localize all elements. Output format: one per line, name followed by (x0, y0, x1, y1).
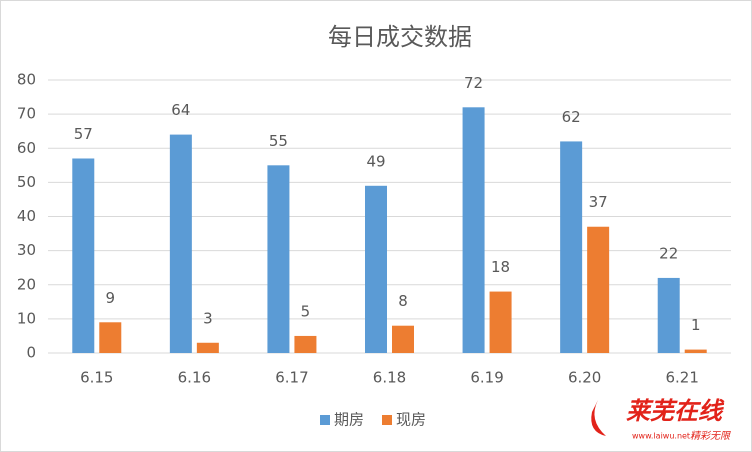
legend-swatch (320, 415, 330, 425)
watermark-slogan: 精彩无限 (690, 430, 731, 442)
value-label: 64 (171, 101, 190, 119)
y-tick-label: 20 (17, 275, 36, 293)
bar (267, 165, 290, 353)
value-label: 8 (398, 292, 408, 310)
value-label: 9 (106, 289, 116, 307)
bar (294, 335, 317, 353)
value-label: 37 (589, 193, 608, 211)
bar (392, 325, 414, 353)
y-tick-label: 40 (17, 207, 36, 225)
value-label: 72 (464, 74, 483, 92)
watermark-brand: 莱芜在线 (626, 397, 725, 425)
bar (560, 141, 583, 353)
x-tick-label: 6.19 (470, 369, 503, 387)
x-tick-label: 6.21 (666, 369, 699, 387)
y-tick-label: 70 (17, 105, 36, 123)
value-label: 49 (366, 152, 385, 170)
y-tick-label: 50 (17, 173, 36, 191)
bar (72, 158, 95, 353)
y-tick-label: 30 (17, 241, 36, 259)
bar (365, 185, 387, 353)
value-label: 62 (562, 108, 581, 126)
bar (169, 134, 192, 353)
bar (684, 349, 707, 353)
value-label: 1 (691, 316, 701, 334)
y-tick-label: 10 (17, 309, 36, 327)
value-label: 22 (659, 244, 678, 262)
value-label: 3 (203, 309, 213, 327)
watermark-url: www.laiwu.net (632, 432, 690, 441)
x-tick-label: 6.18 (373, 369, 406, 387)
chart-title: 每日成交数据 (328, 23, 472, 51)
legend-label: 期房 (334, 411, 364, 429)
bar (489, 291, 512, 353)
y-tick-label: 60 (17, 139, 36, 157)
bar (657, 277, 680, 353)
watermark: 莱芜在线 www.laiwu.net 精彩无限 (591, 397, 731, 442)
value-label: 18 (491, 258, 510, 276)
x-tick-label: 6.16 (178, 369, 211, 387)
x-tick-label: 6.17 (275, 369, 308, 387)
value-label: 57 (74, 125, 93, 143)
bar (587, 226, 610, 353)
bar (99, 322, 122, 353)
value-label: 55 (269, 132, 288, 150)
bar (462, 107, 485, 353)
bar (196, 342, 219, 353)
y-tick-label: 80 (17, 71, 36, 89)
x-tick-label: 6.15 (80, 369, 113, 387)
y-tick-label: 0 (26, 344, 36, 362)
x-tick-label: 6.20 (568, 369, 601, 387)
watermark-logo (591, 400, 606, 436)
legend-swatch (382, 415, 392, 425)
value-label: 5 (301, 302, 311, 320)
legend-label: 现房 (396, 411, 426, 429)
